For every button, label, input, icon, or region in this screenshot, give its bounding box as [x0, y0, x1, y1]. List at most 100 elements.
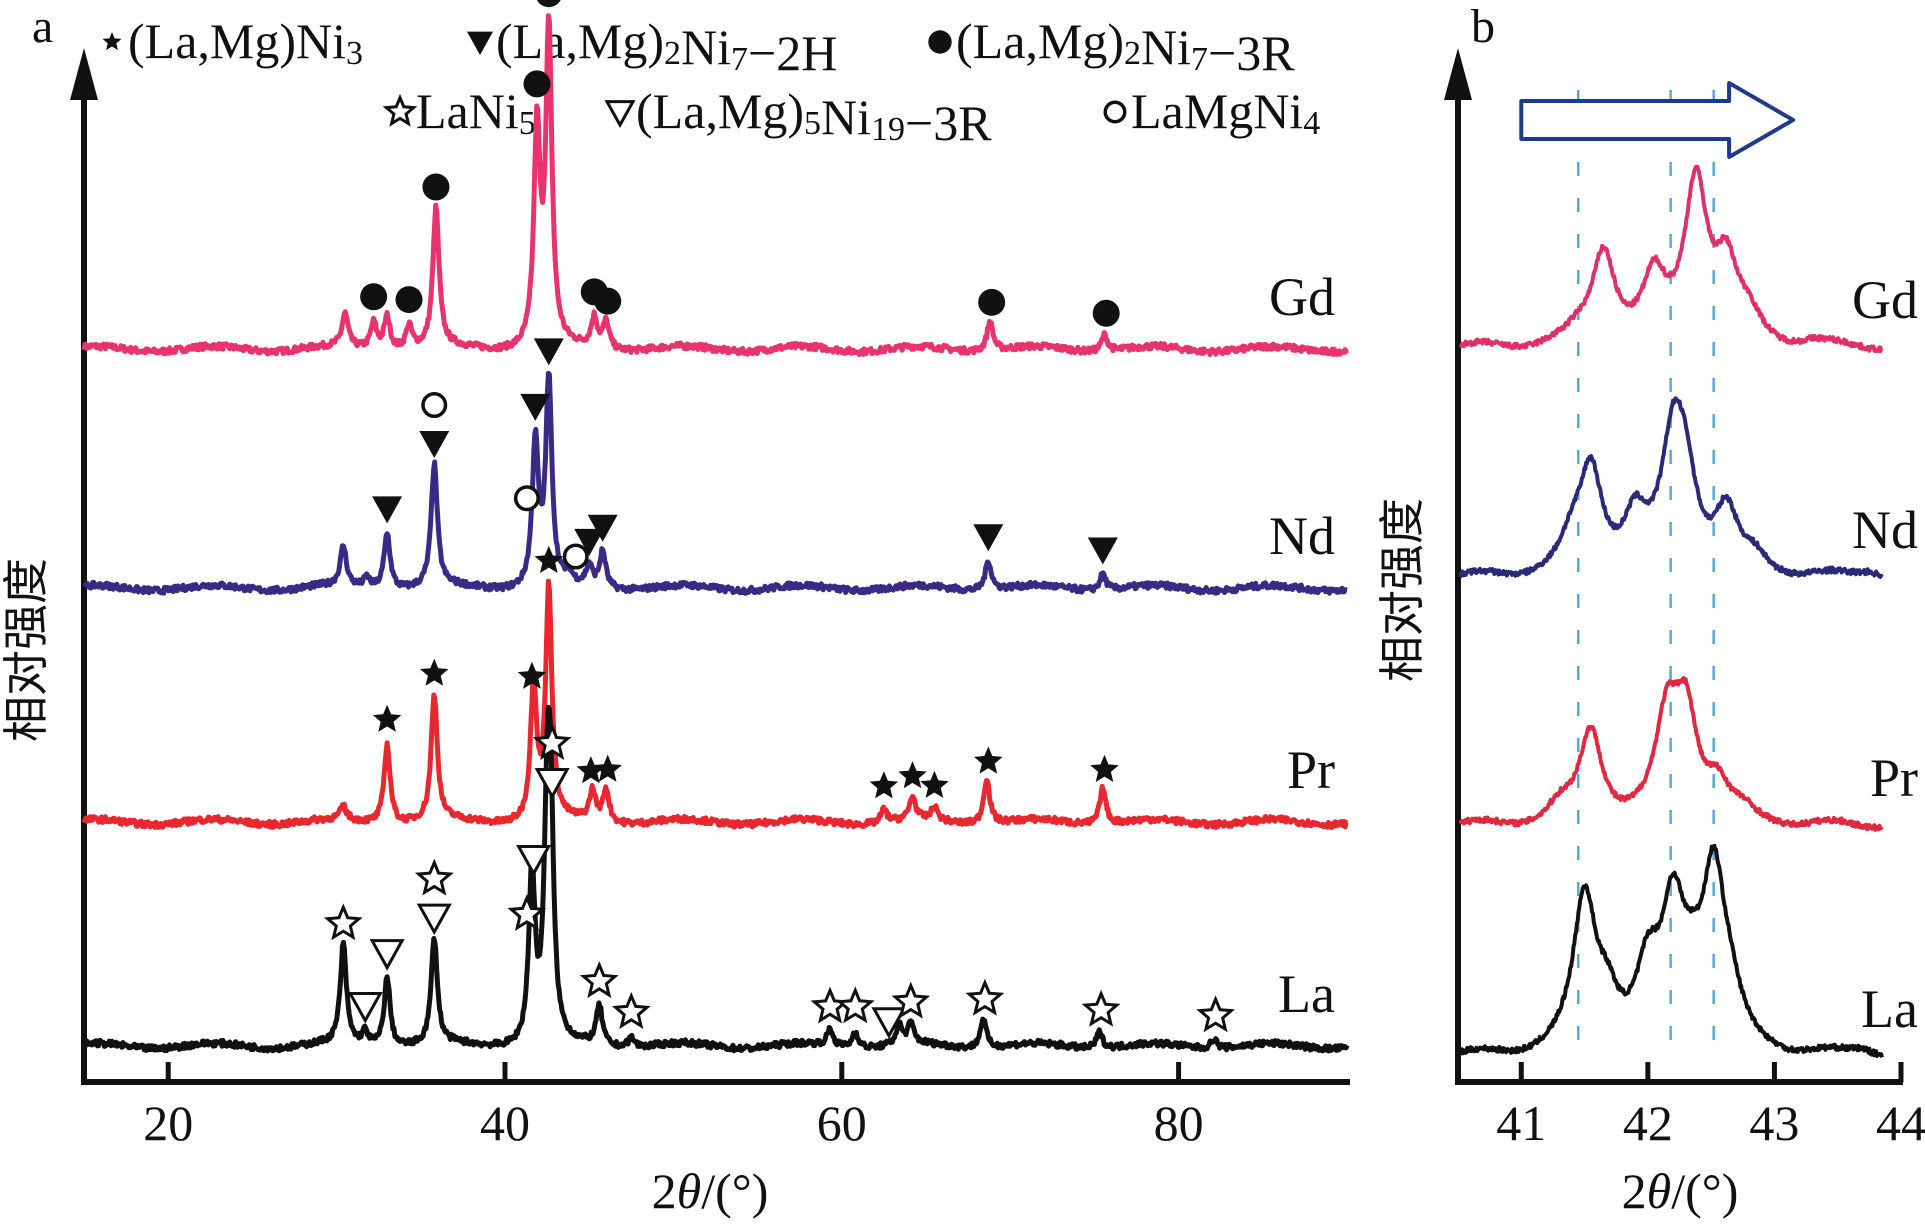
y-axis-title-text: 相对强度 — [1377, 498, 1428, 682]
series-group — [81, 13, 1350, 1054]
filled-star-icon — [1090, 754, 1119, 782]
y-axis-title: 相对强度 — [1, 558, 52, 742]
shift-arrow-shape — [1519, 81, 1796, 159]
series-line-gd — [81, 13, 1349, 357]
open-star-icon — [579, 961, 619, 999]
x-tick-label: 42 — [1623, 1095, 1673, 1151]
open-circle-icon — [1103, 100, 1127, 124]
open-star-icon — [414, 858, 454, 896]
filled-triangle-icon — [587, 514, 618, 542]
open-star-icon — [611, 992, 651, 1029]
filled-triangle-icon — [533, 338, 564, 366]
series-line-la — [1458, 843, 1884, 1058]
series-labels: Gd Nd Pr La — [1852, 270, 1918, 1039]
open-circle-icon — [562, 543, 589, 570]
legend-label: (La,Mg)2Ni7−3R — [956, 13, 1295, 81]
open-triangle-icon — [516, 844, 552, 877]
open-star-icon — [323, 903, 363, 941]
x-tick-label: 80 — [1154, 1095, 1204, 1151]
series-label-la: La — [1861, 979, 1918, 1039]
open-star-icon — [1196, 995, 1236, 1033]
legend-item: (La,Mg)2Ni7−2H — [467, 13, 837, 81]
filled-star-icon — [576, 756, 606, 784]
legend-item: LaNi5 — [382, 83, 536, 142]
x-ticks: 41 42 43 44 — [1496, 1062, 1925, 1151]
series-label-gd: Gd — [1852, 270, 1918, 330]
series-line-la — [81, 704, 1350, 1054]
open-triangle-icon — [369, 939, 405, 971]
x-ticks: 20 40 60 80 — [143, 1062, 1204, 1151]
legend: (La,Mg)Ni3 (La,Mg)2Ni7−2H (La,Mg)2Ni7−3R La… — [102, 13, 1320, 151]
panel-a: a (La,Mg)Ni3 (La,Mg)2Ni7−2H (La,Mg)2Ni7−3R… — [1, 0, 1350, 1219]
filled-star-icon — [974, 746, 1003, 774]
series-label-pr: Pr — [1870, 748, 1918, 808]
open-star-icon — [382, 93, 418, 127]
series-line-pr — [1458, 676, 1884, 832]
series-line-nd — [82, 370, 1349, 596]
open-star-icon — [891, 981, 931, 1019]
filled-star-icon — [593, 754, 622, 782]
series-line-nd — [1458, 396, 1884, 579]
filled-star-icon — [898, 761, 927, 789]
x-tick-label: 20 — [143, 1095, 193, 1151]
panel-a-label: a — [32, 0, 53, 53]
filled-circle-icon — [360, 283, 388, 311]
filled-triangle-icon — [372, 496, 403, 524]
series-label-nd: Nd — [1852, 500, 1918, 560]
legend-item: (La,Mg)2Ni7−3R — [928, 13, 1295, 81]
filled-star-icon — [920, 770, 949, 798]
series-label-la: La — [1278, 964, 1335, 1024]
panel-b-label: b — [1471, 0, 1495, 53]
y-axis-title: 相对强度 — [1377, 498, 1428, 682]
filled-triangle-icon — [1087, 537, 1118, 565]
filled-star-icon — [102, 32, 122, 51]
open-triangle-icon — [347, 992, 383, 1024]
filled-circle-icon — [523, 70, 551, 98]
x-tick-label: 40 — [480, 1095, 530, 1151]
open-star-icon — [1081, 989, 1121, 1027]
filled-triangle-icon — [520, 393, 551, 421]
open-circle-icon — [421, 392, 448, 419]
filled-circle-icon — [1092, 299, 1120, 327]
y-axis-arrow-icon — [70, 48, 98, 100]
y-axis-title-text: 相对强度 — [1, 558, 52, 742]
filled-circle-icon — [928, 30, 952, 54]
series-label-gd: Gd — [1269, 267, 1335, 327]
filled-circle-icon — [395, 286, 423, 314]
filled-triangle-icon — [419, 431, 450, 459]
legend-item: (La,Mg)Ni3 — [102, 13, 363, 72]
open-triangle-icon — [534, 767, 570, 800]
series-label-pr: Pr — [1287, 740, 1335, 800]
series-line-gd — [1458, 164, 1884, 354]
axes — [1444, 48, 1903, 1085]
series-label-nd: Nd — [1269, 506, 1335, 566]
axes — [70, 48, 1350, 1085]
x-tick-label: 41 — [1496, 1095, 1546, 1151]
legend-label: (La,Mg)2Ni7−2H — [496, 13, 837, 81]
legend-item: (La,Mg)5Ni19−3R — [604, 83, 992, 151]
filled-circle-icon — [536, 0, 561, 8]
reference-lines — [1576, 90, 1715, 1060]
filled-triangle-icon — [467, 31, 493, 55]
series-line-pr — [81, 578, 1349, 830]
open-triangle-icon — [604, 100, 636, 129]
filled-star-icon — [420, 658, 449, 686]
filled-triangle-icon — [973, 524, 1004, 552]
series-group — [1458, 164, 1884, 1058]
filled-triangle-icon — [574, 528, 605, 556]
filled-star-icon — [869, 771, 899, 799]
filled-circle-icon — [978, 288, 1006, 316]
open-star-icon — [507, 894, 547, 931]
open-triangle-icon — [416, 903, 452, 936]
x-tick-label: 43 — [1749, 1095, 1799, 1151]
open-star-icon — [835, 986, 875, 1024]
filled-star-icon — [517, 661, 547, 689]
open-star-icon — [810, 986, 850, 1024]
x-tick-label: 60 — [817, 1095, 867, 1151]
legend-label: (La,Mg)5Ni19−3R — [636, 83, 992, 151]
shift-arrow-icon — [1519, 81, 1796, 159]
peak-markers — [323, 0, 1236, 1039]
panel-b: b 41 42 43 44 2θ/(°) 相对强度 Gd Nd Pr La — [1377, 0, 1925, 1219]
open-star-icon — [532, 723, 572, 760]
